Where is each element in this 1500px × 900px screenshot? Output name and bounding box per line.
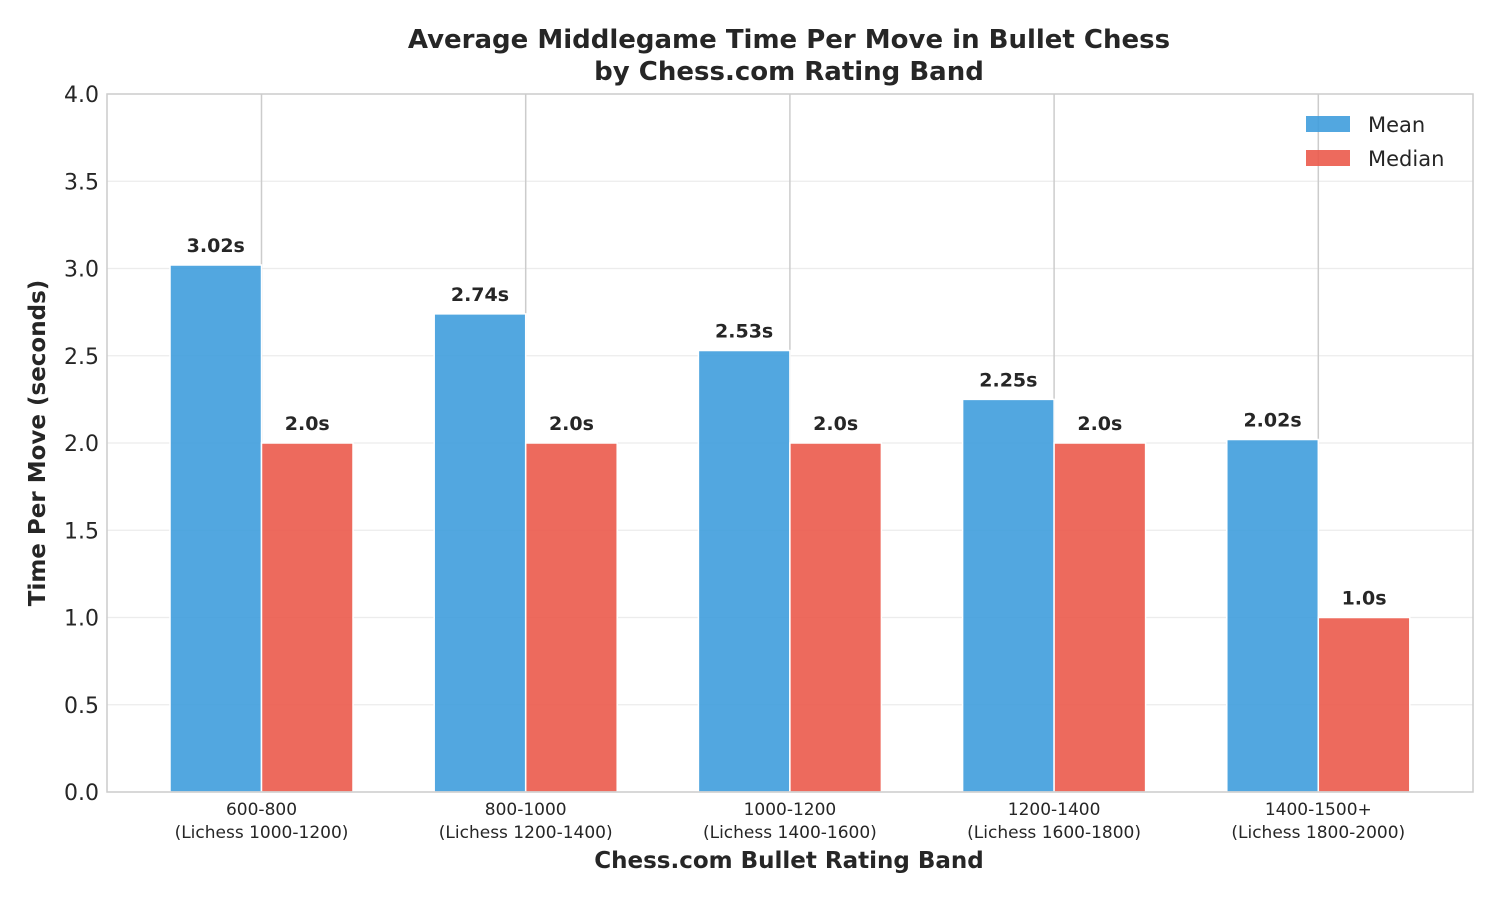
- bar-value-labels: 3.02s 2.0s 2.74s 2.0s 2.53s 2.0s 2.25s 2.0s 2.02…: [187, 235, 1387, 609]
- legend-swatch-mean: [1306, 116, 1350, 132]
- bar-median-3: [1053, 442, 1147, 793]
- x-tick-label: 800-1000: [485, 800, 567, 820]
- bar-label-mean-0: 3.02s: [187, 235, 245, 257]
- y-tick-label: 0.5: [64, 694, 99, 719]
- y-tick-label: 2.0: [64, 432, 99, 457]
- bar-label-median-2: 2.0s: [813, 413, 858, 435]
- y-tick-label: 3.5: [64, 170, 99, 195]
- bar-label-mean-3: 2.25s: [979, 369, 1037, 391]
- y-tick-label: 3.0: [64, 258, 99, 283]
- y-tick-label: 0.0: [64, 781, 99, 806]
- x-tick-label: (Lichess 1800-2000): [1231, 823, 1405, 843]
- bar-label-mean-1: 2.74s: [451, 284, 509, 306]
- x-tick-label: 600-800: [226, 800, 297, 820]
- bar-mean-1: [433, 313, 527, 793]
- chart-title-line-2: by Chess.com Rating Band: [594, 57, 984, 87]
- legend: Mean Median: [1306, 113, 1444, 171]
- bar-mean-2: [697, 349, 791, 793]
- plot-area-frame: [106, 93, 1474, 793]
- x-tick-label: (Lichess 1000-1200): [175, 823, 349, 843]
- bar-mean-0: [169, 264, 263, 793]
- bar-median-0: [260, 442, 354, 793]
- legend-label-median: Median: [1368, 147, 1444, 171]
- x-axis-label: Chess.com Bullet Rating Band: [594, 848, 984, 874]
- y-axis-label: Time Per Move (seconds): [25, 280, 51, 607]
- bar-label-median-3: 2.0s: [1077, 413, 1122, 435]
- bar-mean-3: [961, 398, 1055, 793]
- x-tick-label: (Lichess 1600-1800): [967, 823, 1141, 843]
- legend-label-mean: Mean: [1368, 113, 1425, 137]
- x-tick-label: 1200-1400: [1008, 800, 1101, 820]
- y-tick-label: 4.0: [64, 83, 99, 108]
- bar-label-median-0: 2.0s: [285, 413, 330, 435]
- bar-label-median-4: 1.0s: [1342, 588, 1387, 610]
- x-tick-label: 1000-1200: [744, 800, 837, 820]
- x-tick-label: (Lichess 1200-1400): [439, 823, 613, 843]
- x-axis-ticks: 600-800 (Lichess 1000-1200) 800-1000 (Liche…: [175, 800, 1406, 843]
- y-tick-label: 1.0: [64, 607, 99, 632]
- x-tick-label: (Lichess 1400-1600): [703, 823, 877, 843]
- legend-swatch-median: [1306, 150, 1350, 166]
- bar-label-mean-2: 2.53s: [715, 321, 773, 343]
- bar-mean-4: [1226, 438, 1320, 793]
- x-tick-label: 1400-1500+: [1265, 800, 1372, 820]
- y-tick-label: 2.5: [64, 345, 99, 370]
- bar-label-median-1: 2.0s: [549, 413, 594, 435]
- y-axis-ticks: 0.0 0.5 1.0 1.5 2.0 2.5 3.0 3.5 4.0: [64, 83, 99, 806]
- bar-median-1: [524, 442, 618, 793]
- bar-label-mean-4: 2.02s: [1243, 410, 1301, 432]
- bars: [169, 264, 1411, 793]
- y-tick-label: 1.5: [64, 519, 99, 544]
- chart-title-line-1: Average Middlegame Time Per Move in Bull…: [408, 25, 1170, 55]
- bar-median-4: [1317, 616, 1411, 793]
- chart-title: Average Middlegame Time Per Move in Bull…: [408, 25, 1170, 87]
- bar-median-2: [789, 442, 883, 793]
